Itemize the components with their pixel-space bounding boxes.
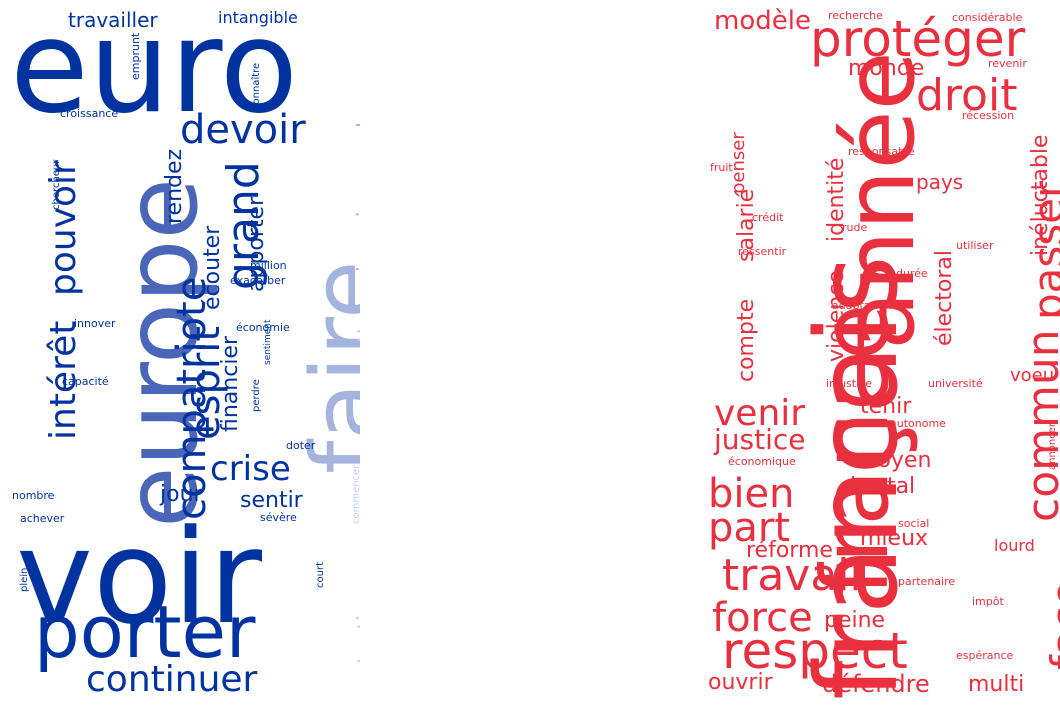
word-nombre: nombre [12,489,55,502]
word-euro: euro [10,0,298,142]
word-annoncer: annoncer [1047,422,1058,470]
word-jour: jour [160,482,203,507]
word-considerable: considérable [952,11,1023,24]
word-travail: travail [722,550,862,601]
word-voir: voir [16,501,263,653]
word-rude: rude [842,221,868,234]
word-impot: impôt [972,595,1004,608]
word-million: million [250,259,287,272]
word-monde: monde [848,56,925,81]
word-tenir: tenir [860,394,912,419]
word-duree: durée [896,267,928,280]
word-force: force [712,595,813,641]
word-protection: protection [354,587,360,700]
word-economique: économique [728,455,796,468]
word-ineluctable: inéluctable [1028,134,1053,256]
word-peine: peine [824,608,886,633]
word-venir: venir [714,393,806,434]
word-multi: multi [968,672,1025,697]
word-ecouter: écouter [200,225,225,310]
word-reforme: réforme [746,538,833,563]
word-rendez: rendez [162,148,187,224]
word-ouvrir: ouvrir [708,670,773,695]
word-crise: crise [210,449,291,489]
word-connaitre: connaître [251,62,262,110]
word-plein: plein [19,567,30,592]
word-ressentir: ressentir [738,245,787,258]
word-recession: récession [962,109,1015,122]
word-revenir: revenir [988,57,1027,70]
word-social: social [898,517,930,530]
word-financier: financier [218,335,243,432]
word-pays: pays [916,170,964,194]
word-part: part [708,505,791,551]
word-violence: violence [824,270,849,362]
word-sentir: sentir [240,488,303,513]
word-esperance: espérance [956,649,1014,662]
word-recherche: recherche [828,9,883,22]
word-innover: innover [74,317,116,330]
word-adaptation: adaptation [832,299,892,312]
word-court: court [315,562,326,588]
word-defendre: défendre [822,670,930,698]
word-jamais: jamais [354,199,360,272]
word-permettre: permettre [354,303,360,414]
word-achever: achever [20,512,65,525]
word-chercheur: chercheur [51,159,62,210]
word-brutal: brutal [850,474,916,499]
word-credit: crédit [752,211,784,224]
word-travailler: travailler [68,8,158,32]
word-perdre: perdre [251,379,262,412]
word-proteger: protéger [810,10,1026,68]
word-exacerber: exacerber [230,274,286,287]
word-voeu: voeu [1010,365,1055,386]
word-face: face [1042,580,1060,670]
word-cloud-right: français france année protéger droit modèle mo… [700,0,1060,713]
word-continuer: continuer [86,659,258,700]
word-autonome: autonome [890,417,946,430]
word-devoir: devoir [180,107,306,153]
word-croissance: croissance [60,107,119,120]
word-intangible: intangible [218,8,298,27]
word-injustice: injustice [826,377,872,390]
word-universite: université [928,377,983,390]
word-lourd: lourd [994,536,1035,555]
word-economie: économie [236,321,290,334]
word-respect: respect [722,622,908,680]
word-commencer: commencer [351,464,360,524]
word-responsable: responsable [848,145,915,158]
word-electoral: électoral [932,249,957,346]
word-modele: modèle [714,6,811,36]
word-compte: compte [734,298,759,382]
word-emprunt: emprunt [129,32,142,80]
word-doter: doter [286,439,316,452]
word-fruit: fruit [710,161,733,174]
word-moyen: moyen [856,448,932,473]
word-partenaire: partenaire [898,575,956,588]
word-donner: donner [354,58,360,136]
word-mieux: mieux [860,526,929,551]
word-droit: droit [916,70,1018,121]
word-utiliser: utiliser [956,239,994,252]
word-capacite: capacité [62,375,109,388]
word-justice: justice [714,423,806,456]
word-cloud-left: euro voir europe faire porter continuer devoir… [0,0,360,713]
word-porter: porter [34,590,256,674]
word-severe: sévère [260,511,297,524]
word-bien: bien [708,471,795,517]
